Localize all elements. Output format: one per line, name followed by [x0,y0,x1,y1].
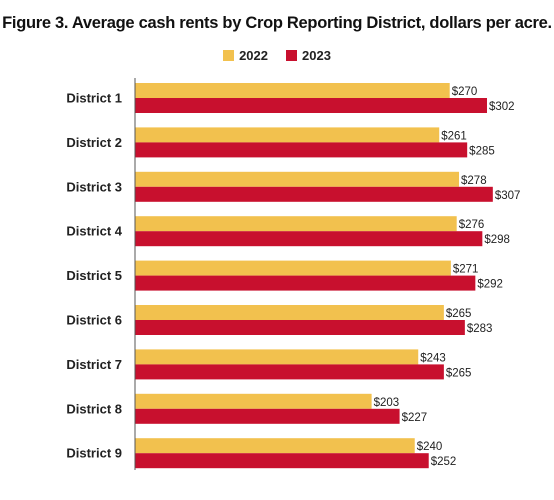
bar-2022-district-6 [135,305,444,320]
category-label-district-1: District 1 [66,91,122,106]
bar-2023-district-7 [135,364,444,380]
category-label-district-4: District 4 [66,224,122,239]
bar-2022-district-2 [135,127,440,143]
category-label-district-7: District 7 [66,357,122,372]
legend-label-2022: 2022 [239,48,268,63]
chart-title: Figure 3. Average cash rents by Crop Rep… [2,14,552,32]
value-label-2022-district-3: $278 [461,175,487,187]
bar-2023-district-6 [135,320,465,335]
value-label-2022-district-4: $276 [459,219,485,231]
legend-swatch-2022 [223,50,235,61]
value-label-2023-district-4: $298 [484,234,510,246]
value-label-2023-district-5: $292 [477,279,503,291]
category-label-district-6: District 6 [66,313,122,328]
bar-2022-district-3 [135,171,460,187]
legend-swatch-2023 [286,50,297,61]
legend-label-2023: 2023 [302,48,331,63]
value-label-2022-district-9: $240 [417,441,443,453]
bar-2022-district-9 [135,438,415,454]
bar-2023-district-1 [135,98,487,113]
category-label-district-5: District 5 [66,268,122,283]
category-label-district-3: District 3 [66,179,122,194]
value-label-2023-district-3: $307 [495,190,521,202]
bar-2023-district-2 [135,142,468,158]
category-label-district-2: District 2 [66,135,122,150]
value-label-2023-district-9: $252 [431,456,457,468]
legend-item-2023: 2023 [286,48,331,63]
bar-2022-district-4 [135,216,457,232]
value-label-2023-district-1: $302 [489,101,515,113]
legend-item-2022: 2022 [223,48,268,63]
value-label-2023-district-6: $283 [467,323,493,335]
bar-2023-district-4 [135,231,483,247]
value-label-2023-district-2: $285 [469,145,495,157]
bar-2023-district-3 [135,186,493,202]
value-label-2022-district-6: $265 [446,308,472,320]
bar-2023-district-9 [135,453,429,469]
bar-2022-district-7 [135,349,419,365]
value-label-2022-district-7: $243 [420,352,446,364]
bar-2023-district-8 [135,408,400,424]
value-label-2023-district-8: $227 [402,412,428,424]
category-label-district-9: District 9 [66,446,122,461]
value-label-2022-district-8: $203 [374,397,400,409]
value-label-2022-district-1: $270 [452,86,478,98]
chart-legend: 2022 2023 [0,48,554,63]
value-label-2023-district-7: $265 [446,367,472,379]
bar-2022-district-8 [135,393,372,409]
category-label-district-8: District 8 [66,401,122,416]
value-label-2022-district-2: $261 [441,130,467,142]
value-label-2022-district-5: $271 [453,264,479,276]
bar-2023-district-5 [135,275,476,291]
bar-2022-district-1 [135,83,450,98]
bar-2022-district-5 [135,260,451,276]
